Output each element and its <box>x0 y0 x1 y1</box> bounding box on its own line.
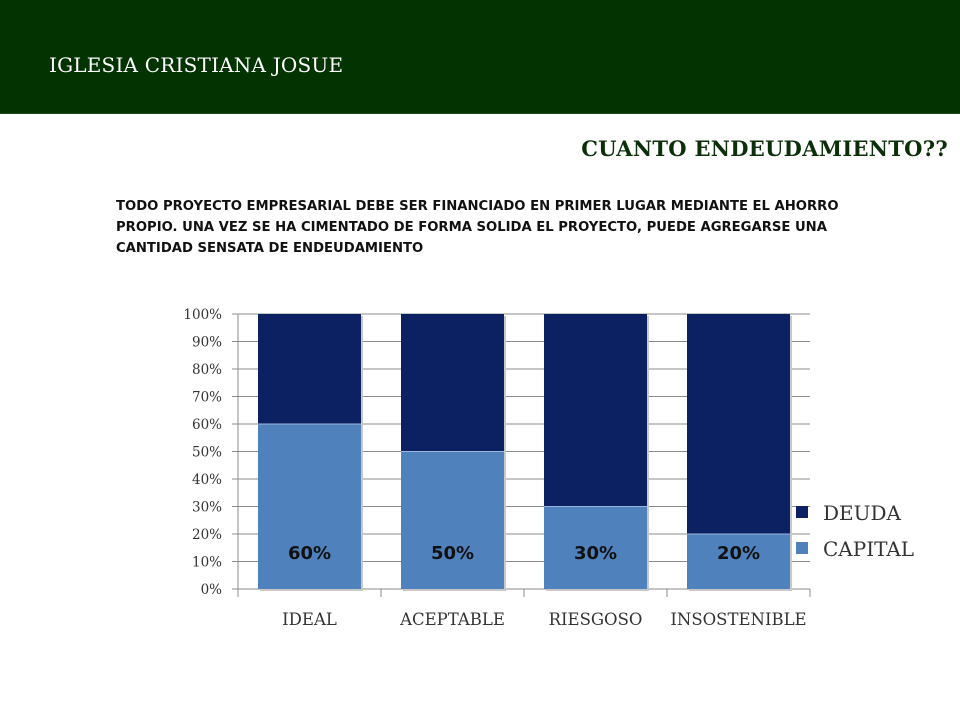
legend-label-deuda: DEUDA <box>823 501 902 525</box>
y-tick-label: 60% <box>192 417 222 433</box>
bar-capital-insostenible <box>687 534 790 589</box>
slide-title: CUANTO ENDEUDAMIENTO?? <box>581 136 948 161</box>
data-label: 60% <box>288 543 331 564</box>
legend-swatch-capital <box>796 542 808 554</box>
bar-deuda-ideal <box>258 314 361 424</box>
x-category-label: ACEPTABLE <box>399 610 505 629</box>
bar-capital-aceptable <box>401 451 504 589</box>
data-label: 30% <box>574 543 617 564</box>
x-category-label: INSOSTENIBLE <box>670 610 806 629</box>
y-tick-label: 100% <box>183 307 222 323</box>
y-tick-label: 80% <box>192 362 222 378</box>
bar-capital-ideal <box>258 424 361 589</box>
header-bar: IGLESIA CRISTIANA JOSUE <box>0 0 960 114</box>
legend-label-capital: CAPITAL <box>823 537 914 561</box>
y-tick-label: 40% <box>192 472 222 488</box>
bar-deuda-riesgoso <box>544 314 647 507</box>
bar-capital-riesgoso <box>544 506 647 589</box>
slide-body-text: TODO PROYECTO EMPRESARIAL DEBE SER FINAN… <box>116 199 839 256</box>
y-tick-label: 90% <box>192 335 222 351</box>
y-tick-label: 50% <box>192 445 222 461</box>
x-category-label: RIESGOSO <box>549 610 643 629</box>
y-tick-label: 10% <box>192 555 222 571</box>
legend-swatch-deuda <box>796 506 808 518</box>
x-category-label: IDEAL <box>282 610 337 629</box>
y-tick-label: 70% <box>192 390 222 406</box>
bar-deuda-aceptable <box>401 314 504 452</box>
header-title: IGLESIA CRISTIANA JOSUE <box>49 53 344 77</box>
data-label: 20% <box>717 543 760 564</box>
y-tick-label: 20% <box>192 527 222 543</box>
y-tick-label: 0% <box>201 582 223 598</box>
data-label: 50% <box>431 543 474 564</box>
y-tick-label: 30% <box>192 500 222 516</box>
bar-deuda-insostenible <box>687 314 790 534</box>
